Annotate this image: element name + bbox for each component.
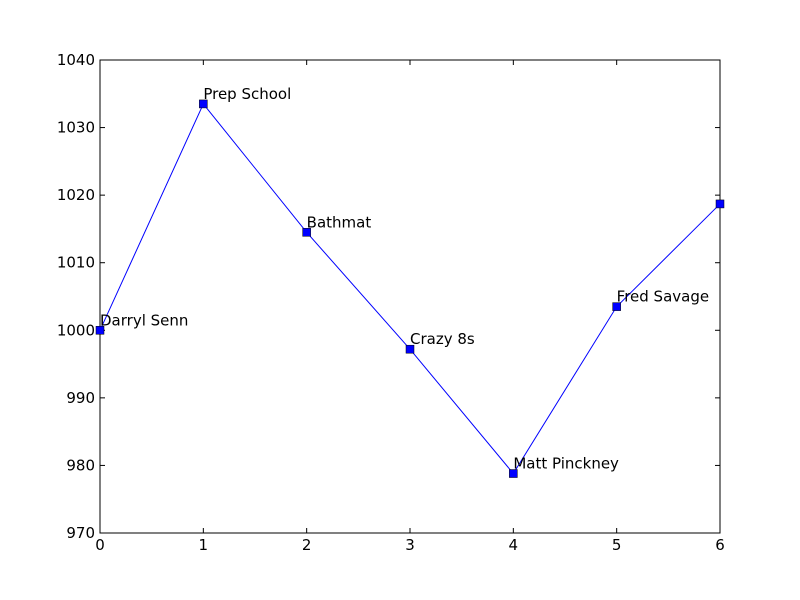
y-tick-label: 1020 [57, 186, 95, 204]
x-tick-label: 3 [405, 536, 415, 554]
y-tick-label: 980 [66, 456, 95, 474]
y-tick-label: 1030 [57, 119, 95, 137]
x-tick-label: 0 [95, 536, 105, 554]
x-tick-label: 2 [302, 536, 312, 554]
data-point-marker [612, 302, 621, 311]
y-tick-label: 970 [66, 524, 95, 542]
data-point-marker [302, 228, 311, 237]
data-point-label: Matt Pinckney [513, 455, 619, 473]
data-point-marker [509, 469, 518, 478]
data-point-marker [199, 99, 208, 109]
data-point-label: Crazy 8s [410, 330, 475, 348]
x-tick-label: 4 [509, 536, 519, 554]
x-tick-label: 5 [612, 536, 622, 554]
plot-area: 0 1 2 3 4 5 6 970 980 990 1000 1010 1020 1030 1040 Darr… [57, 51, 725, 554]
data-point-label: Bathmat [307, 213, 372, 231]
y-tick-label: 1040 [57, 51, 95, 69]
x-tick-label: 1 [199, 536, 209, 554]
y-tick-label: 1010 [57, 254, 95, 272]
data-point-label: Fred Savage [617, 288, 709, 306]
y-tick-label: 990 [66, 389, 95, 407]
data-point-label: Darryl Senn [100, 311, 188, 329]
data-point-label: Prep School [203, 85, 291, 103]
x-tick-label: 6 [715, 536, 725, 554]
data-point-marker [95, 326, 105, 335]
data-point-marker [715, 199, 725, 209]
y-tick-label: 1000 [57, 321, 95, 339]
data-point-marker [405, 344, 415, 354]
